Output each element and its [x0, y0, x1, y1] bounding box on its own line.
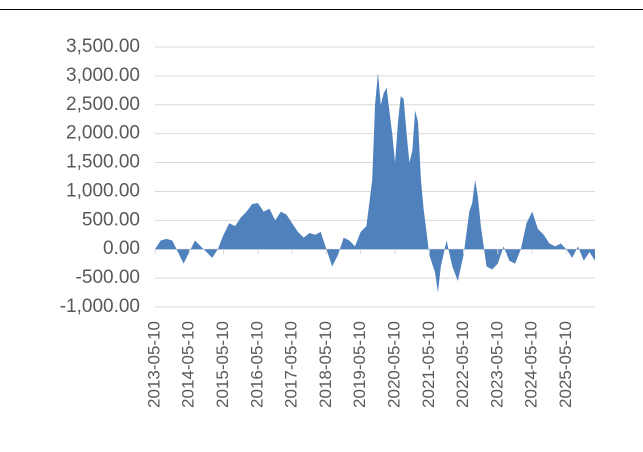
- y-tick-label: -500.00: [76, 267, 140, 288]
- area: [155, 73, 595, 293]
- y-tick-label: 1,000.00: [66, 180, 140, 201]
- x-tick-label: 2016-05-10: [247, 321, 266, 408]
- x-tick-label: 2014-05-10: [179, 321, 198, 408]
- x-tick-label: 2024-05-10: [522, 321, 541, 408]
- y-tick-label: 2,000.00: [66, 123, 140, 144]
- x-tick-label: 2022-05-10: [453, 321, 472, 408]
- y-tick-label: 1,500.00: [66, 152, 140, 173]
- x-tick-label: 2015-05-10: [213, 321, 232, 408]
- x-tick-label: 2017-05-10: [282, 321, 301, 408]
- x-tick-label: 2021-05-10: [419, 321, 438, 408]
- x-tick-label: 2025-05-10: [556, 321, 575, 408]
- y-tick-label: 3,000.00: [66, 65, 140, 86]
- y-tick-label: -1,000.00: [60, 296, 140, 317]
- x-tick-label: 2023-05-10: [487, 321, 506, 408]
- x-tick-label: 2020-05-10: [385, 321, 404, 408]
- y-tick-label: 2,500.00: [66, 94, 140, 115]
- x-tick-label: 2018-05-10: [316, 321, 335, 408]
- x-tick-label: 2013-05-10: [144, 321, 163, 408]
- y-tick-label: 0.00: [103, 238, 140, 259]
- y-tick-label: 3,500.00: [66, 36, 140, 57]
- x-tick-label: 2019-05-10: [350, 321, 369, 408]
- y-tick-label: 500.00: [82, 209, 140, 230]
